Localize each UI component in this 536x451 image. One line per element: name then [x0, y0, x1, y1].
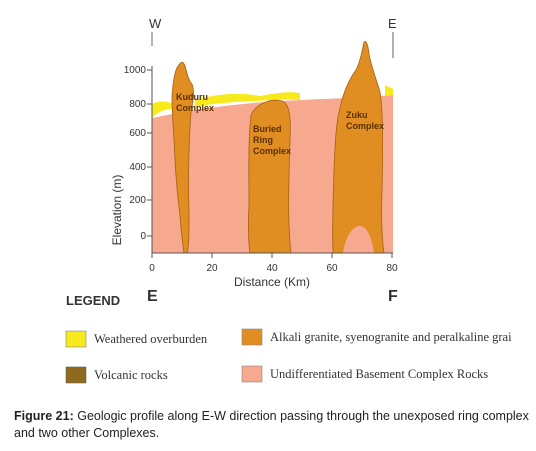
- zuku-label-line-1: Zuku: [346, 110, 368, 120]
- zuku-basement-pocket: [343, 226, 374, 253]
- legend-label-overburden: Weathered overburden: [94, 332, 208, 346]
- legend-item-basement: Undifferentiated Basement Complex Rocks: [241, 365, 488, 383]
- buried-ring-complex-intrusion: [247, 99, 292, 254]
- y-axis-ticks: [147, 69, 152, 237]
- buried-ring-label-line-3: Complex: [253, 146, 291, 156]
- x-tick-label-60: 60: [326, 263, 338, 274]
- legend-swatch-granite: [241, 328, 263, 346]
- y-tick-label-600: 600: [129, 128, 146, 139]
- legend-item-weathered-overburden: Weathered overburden: [65, 330, 208, 348]
- east-label: E: [388, 16, 397, 31]
- zuku-label-line-2: Complex: [346, 121, 384, 131]
- y-tick-label-1000: 1000: [124, 65, 147, 76]
- x-tick-label-20: 20: [206, 263, 218, 274]
- y-tick-label-200: 200: [129, 195, 146, 206]
- y-tick-label-0: 0: [140, 231, 146, 242]
- legend-label-basement: Undifferentiated Basement Complex Rocks: [270, 367, 488, 381]
- x-tick-label-40: 40: [266, 263, 278, 274]
- kuduru-complex-intrusion: [171, 61, 194, 254]
- kuduru-label-line-1: Kuduru: [176, 92, 208, 102]
- zuku-complex-intrusion: [332, 41, 385, 254]
- legend-label-granite: Alkali granite, syenogranite and peralka…: [270, 330, 512, 344]
- geologic-profile-figure: W E Kuduru Complex Buried Ring Complex Z…: [65, 16, 512, 384]
- section-start-label: E: [147, 288, 158, 305]
- legend-swatch-volcanic: [65, 366, 87, 384]
- zuku-complex-label: Zuku Complex: [346, 110, 384, 131]
- legend-swatch-overburden: [65, 330, 87, 348]
- buried-ring-label-line-2: Ring: [253, 135, 273, 145]
- kuduru-label-line-2: Complex: [176, 103, 214, 113]
- caption-label: Figure 21:: [14, 409, 74, 423]
- west-label: W: [149, 16, 162, 31]
- overburden-layer-east: [385, 85, 393, 96]
- y-tick-label-800: 800: [129, 99, 146, 110]
- legend-title: LEGEND: [66, 293, 120, 308]
- legend-item-alkali-granite: Alkali granite, syenogranite and peralka…: [241, 328, 512, 346]
- x-axis-ticks: [151, 253, 393, 258]
- legend-swatch-basement: [241, 365, 263, 383]
- x-tick-label-80: 80: [386, 263, 398, 274]
- caption-text: Geologic profile along E-W direction pas…: [14, 409, 529, 440]
- x-axis-label: Distance (Km): [234, 275, 310, 289]
- kuduru-complex-label: Kuduru Complex: [176, 92, 214, 113]
- buried-ring-complex-label: Buried Ring Complex: [253, 124, 291, 156]
- legend-label-volcanic: Volcanic rocks: [94, 368, 168, 382]
- overburden-layer: [152, 101, 176, 118]
- y-tick-label-400: 400: [129, 162, 146, 173]
- y-axis-label: Elevation (m): [110, 175, 124, 246]
- legend-item-volcanic-rocks: Volcanic rocks: [65, 366, 168, 384]
- x-tick-label-0: 0: [149, 263, 155, 274]
- figure-caption: Figure 21: Geologic profile along E-W di…: [14, 408, 529, 442]
- buried-ring-label-line-1: Buried: [253, 124, 282, 134]
- overburden-layer-middle: [195, 92, 300, 107]
- section-end-label: F: [388, 288, 398, 305]
